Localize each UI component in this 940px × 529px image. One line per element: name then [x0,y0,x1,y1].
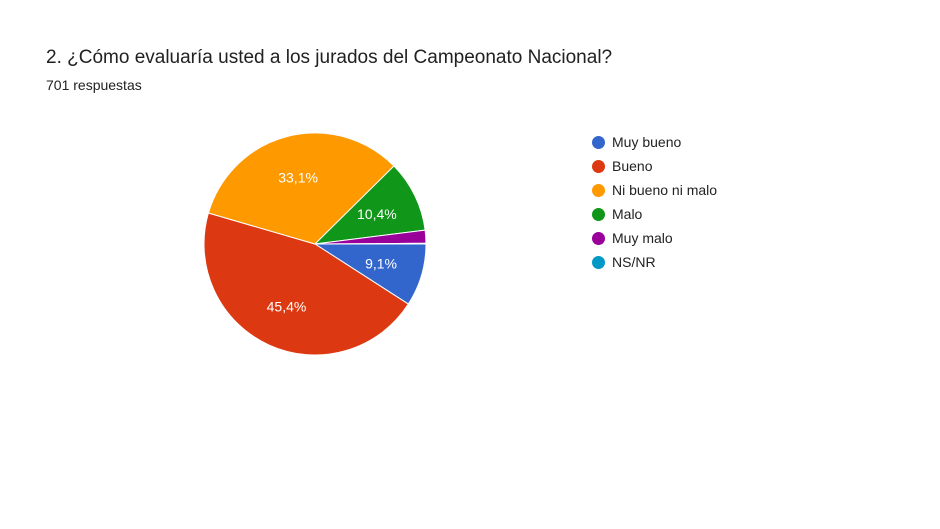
slice-label: 10,4% [357,206,397,222]
pie-slice-bueno[interactable] [203,212,410,356]
legend-dot-icon [592,231,605,245]
chart-legend: Muy bueno Bueno Ni bueno ni malo Malo Muy ma… [592,130,717,274]
legend-label: Malo [612,206,643,222]
legend-label: Muy malo [612,230,673,246]
pie-slice-ni-bueno-ni-malo[interactable] [207,132,395,245]
legend-dot-icon [592,183,605,197]
legend-label: Muy bueno [612,134,682,150]
legend-item[interactable]: Muy bueno [592,130,717,154]
slice-label: 33,1% [278,169,318,185]
legend-item[interactable]: Ni bueno ni malo [592,178,717,202]
legend-label: Bueno [612,158,653,174]
legend-dot-icon [592,159,605,173]
legend-dot-icon [592,207,605,221]
legend-item[interactable]: Bueno [592,154,717,178]
legend-item[interactable]: Muy malo [592,226,717,250]
legend-label: Ni bueno ni malo [612,182,718,198]
legend-item[interactable]: NS/NR [592,250,717,274]
chart-title: 2. ¿Cómo evaluaría usted a los jurados d… [46,47,613,68]
legend-dot-icon [592,135,605,149]
slice-label: 45,4% [267,299,307,315]
legend-item[interactable]: Malo [592,202,717,226]
response-count: 701 respuestas [46,77,142,93]
legend-dot-icon [592,255,605,269]
pie-slice-malo[interactable] [313,165,426,245]
slice-label: 9,1% [365,255,397,271]
pie-slice-ns-nr[interactable] [314,242,427,245]
legend-label: NS/NR [612,254,656,270]
